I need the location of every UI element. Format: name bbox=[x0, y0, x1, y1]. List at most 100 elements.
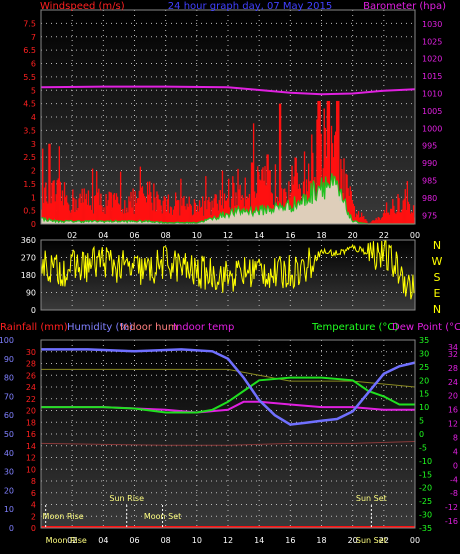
gust-bar bbox=[116, 196, 119, 224]
gust-bar bbox=[188, 196, 190, 224]
gust-bar bbox=[65, 195, 68, 224]
gust-bar bbox=[145, 202, 148, 224]
gust-bar bbox=[58, 146, 60, 224]
dew-point-tick-label: 32 bbox=[448, 350, 458, 359]
humidity-tick-label: 10 bbox=[4, 505, 14, 514]
gust-bar bbox=[77, 207, 79, 224]
gust-bar bbox=[79, 193, 81, 224]
gust-bar bbox=[203, 215, 205, 224]
gust-bar bbox=[295, 158, 297, 224]
gust-bar bbox=[158, 199, 160, 224]
wind-grid bbox=[41, 10, 416, 225]
gust-bar bbox=[202, 196, 204, 224]
humidity-tick-label: 70 bbox=[4, 392, 14, 401]
wind-tick-label: 2 bbox=[31, 167, 36, 176]
indoor-hum-label: Indoor hum bbox=[120, 322, 178, 333]
gust-bar bbox=[117, 203, 120, 224]
gust-bar bbox=[136, 198, 138, 224]
gust-bar bbox=[347, 188, 349, 224]
wind-tick-label: 2.5 bbox=[23, 153, 36, 162]
dew-point-tick-label: -4 bbox=[450, 475, 458, 484]
gust-bar bbox=[346, 174, 348, 224]
gust-bar bbox=[111, 207, 113, 224]
gust-bar bbox=[353, 206, 356, 224]
gust-bar bbox=[52, 180, 54, 224]
moon-set-label: Moon Set bbox=[144, 512, 181, 521]
gust-bar bbox=[387, 212, 390, 224]
gust-bar bbox=[399, 212, 401, 224]
temperature-tick-label: -5 bbox=[419, 443, 427, 452]
gust-bar bbox=[327, 100, 330, 224]
wind-x-tick: 12 bbox=[223, 231, 233, 240]
dew-point-tick-label: 4 bbox=[453, 447, 458, 456]
gust-bar bbox=[359, 217, 362, 224]
temperature-tick-label: 20 bbox=[419, 376, 429, 385]
gust-bar bbox=[394, 212, 396, 224]
dew-point-tick-label: 28 bbox=[448, 364, 458, 373]
gust-bar bbox=[263, 180, 265, 224]
gust-bar bbox=[204, 200, 206, 224]
gust-bar bbox=[124, 200, 126, 224]
gust-bar bbox=[260, 180, 262, 224]
gust-bar bbox=[183, 196, 185, 224]
gust-bar bbox=[381, 216, 384, 224]
gust-bar bbox=[258, 171, 260, 224]
rain-tick-label: 30 bbox=[26, 348, 36, 357]
gust-bar bbox=[336, 100, 338, 224]
gust-bar bbox=[148, 194, 150, 224]
gust-bar bbox=[131, 207, 133, 224]
gust-bar bbox=[73, 197, 75, 224]
gust-bar bbox=[216, 203, 218, 224]
gust-bar bbox=[48, 143, 50, 224]
gust-bar bbox=[379, 219, 382, 224]
temperature-tick-label: -25 bbox=[419, 497, 432, 506]
gust-bar bbox=[180, 178, 182, 224]
rain-tick-label: 16 bbox=[26, 430, 36, 439]
temp-x-tick: 06 bbox=[129, 536, 139, 545]
temperature-tick-label: -35 bbox=[419, 524, 432, 533]
gust-bar bbox=[205, 176, 207, 224]
gust-bar bbox=[316, 119, 318, 224]
dew-point-tick-label: 24 bbox=[448, 378, 458, 387]
gust-bar bbox=[278, 103, 281, 224]
wind-x-tick: 22 bbox=[379, 231, 389, 240]
dew-point-tick-label: -8 bbox=[450, 489, 458, 498]
direction-tick-label: 90 bbox=[26, 289, 36, 298]
gust-bar bbox=[46, 201, 48, 224]
wind-x-tick: 20 bbox=[348, 231, 358, 240]
barometer-tick-label: 1010 bbox=[422, 90, 442, 99]
barometer-tick-label: 1020 bbox=[422, 55, 442, 64]
gust-bar bbox=[127, 212, 129, 224]
gust-bar bbox=[51, 182, 53, 224]
gust-bar bbox=[107, 200, 109, 224]
barometer-tick-label: 975 bbox=[422, 211, 437, 220]
gust-bar bbox=[152, 210, 154, 224]
gust-bar bbox=[91, 168, 94, 224]
gust-bar bbox=[400, 212, 402, 224]
gust-bar bbox=[206, 209, 208, 224]
gust-bar bbox=[162, 200, 164, 224]
gust-bar bbox=[338, 100, 340, 224]
gust-bar bbox=[378, 217, 380, 224]
temperature-ticks: -35 -30 -25 -20 -15 -10 -5 0 5 10 15 20 25 30 35 bbox=[419, 336, 432, 533]
gust-bar bbox=[213, 198, 215, 224]
gust-bar bbox=[75, 199, 77, 224]
gust-bar bbox=[247, 197, 250, 224]
gust-bar bbox=[57, 178, 59, 224]
barometer-line bbox=[40, 85, 416, 96]
gust-bar bbox=[223, 193, 226, 224]
gust-bar bbox=[371, 220, 373, 224]
gust-bar bbox=[155, 211, 157, 224]
gust-bar bbox=[362, 216, 364, 224]
gust-bar bbox=[360, 212, 363, 224]
gust-bar bbox=[154, 197, 156, 224]
gust-bar bbox=[163, 196, 165, 224]
gust-bar bbox=[261, 169, 263, 224]
wind-x-tick: 16 bbox=[285, 231, 295, 240]
indoor-humidity-line bbox=[40, 441, 416, 446]
gust-bar bbox=[355, 213, 358, 224]
average-wind-line bbox=[41, 173, 414, 225]
gust-bar bbox=[250, 162, 253, 224]
gust-bar bbox=[78, 198, 80, 224]
gust-bar bbox=[385, 202, 388, 224]
